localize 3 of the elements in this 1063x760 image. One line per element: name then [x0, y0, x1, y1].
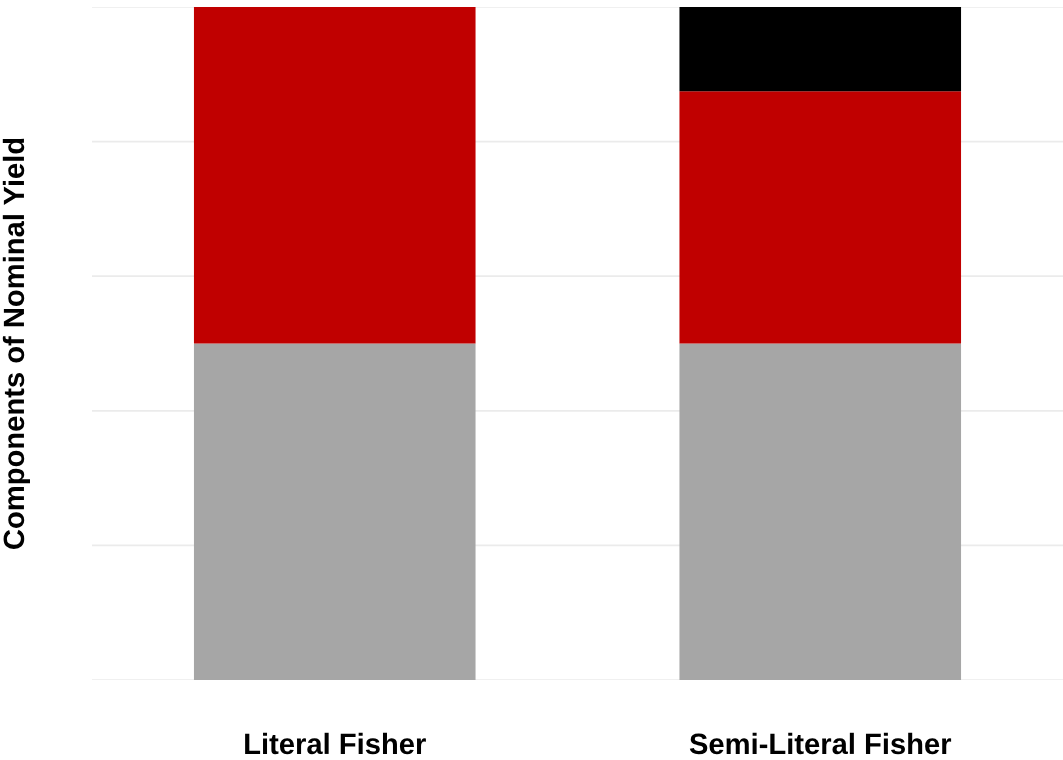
x-tick-label: Semi-Literal Fisher: [689, 732, 952, 755]
y-axis-title: Components of Nominal Yield: [2, 138, 30, 549]
x-tick-label: Literal Fisher: [245, 732, 426, 755]
